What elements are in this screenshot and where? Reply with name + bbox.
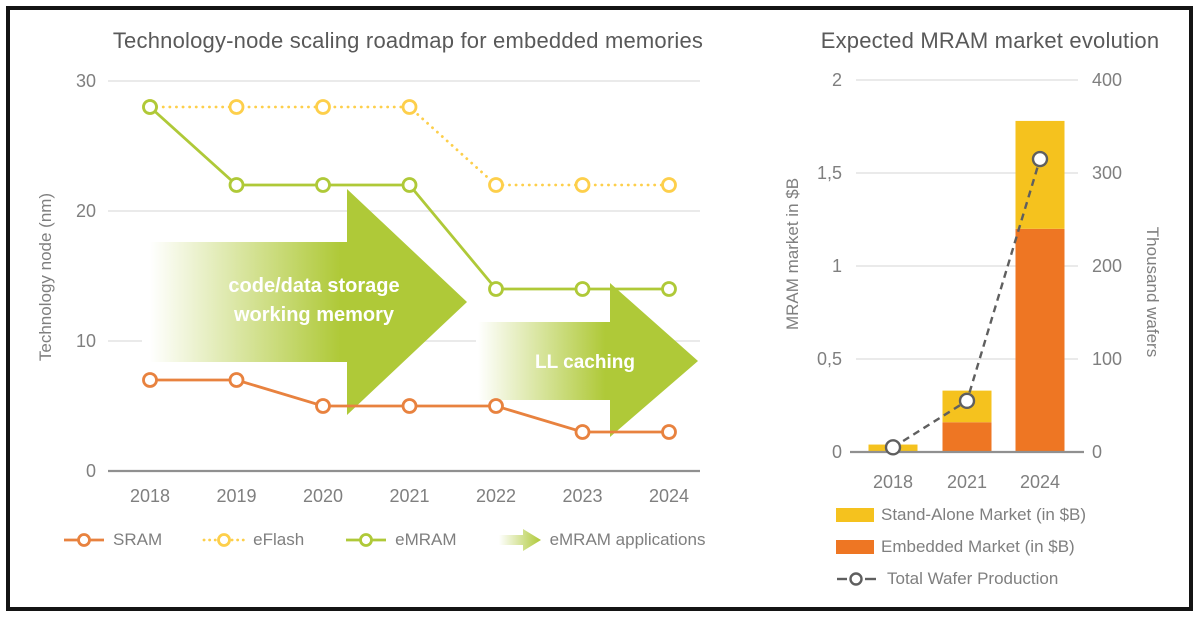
annotation-arrow: code/data storage working memory	[142, 189, 467, 415]
right-chart-legend: Stand-Alone Market (in $B) Embedded Mark…	[836, 505, 1086, 589]
annotation-arrow: LL caching	[476, 283, 698, 437]
left-chart-plot: 30 20 10 0 2018 2019 2020 2021 2022 2023 2024 code/…	[76, 71, 700, 506]
legend-label-total-wafer-production: Total Wafer Production	[887, 569, 1059, 588]
emram-series	[142, 99, 677, 297]
data-point	[228, 372, 245, 388]
data-point	[574, 281, 591, 297]
data-point	[488, 398, 504, 414]
y-tick-label-right: 0	[1092, 442, 1102, 462]
data-point	[488, 281, 504, 297]
y-tick-label-left: 0	[832, 442, 842, 462]
sram-line-marker	[64, 533, 104, 547]
stacked-bar-2024	[1015, 120, 1065, 452]
legend-item-stand-alone-market: Stand-Alone Market (in $B)	[836, 505, 1086, 525]
y-tick-label-left: 1,5	[817, 163, 842, 183]
x-tick-label: 2021	[947, 472, 987, 492]
y-tick-label: 0	[86, 461, 96, 481]
data-point	[574, 424, 591, 440]
legend-item-sram: SRAM	[62, 530, 162, 550]
emram-line-marker	[346, 533, 387, 547]
annotation-text: LL caching	[535, 352, 635, 373]
y-tick-label-right: 200	[1092, 256, 1122, 276]
stand-alone-market-bar	[1015, 120, 1065, 229]
x-tick-label: 2018	[130, 486, 170, 506]
x-tick-label: 2021	[389, 486, 429, 506]
y-tick-label-left: 0,5	[817, 349, 842, 369]
embedded-market-bar	[942, 422, 992, 452]
embedded-market-bar	[1015, 228, 1065, 452]
data-point	[661, 177, 677, 193]
legend-label-emram-applications: eMRAM applications	[549, 530, 706, 549]
y-tick-label-right: 100	[1092, 349, 1122, 369]
legend-item-emram: eMRAM	[344, 530, 457, 550]
total-wafer-production-series	[884, 150, 1049, 456]
x-tick-label: 2020	[303, 486, 343, 506]
x-tick-label: 2022	[476, 486, 516, 506]
data-point	[228, 99, 245, 115]
data-point	[1031, 150, 1049, 168]
y-tick-label: 20	[76, 201, 96, 221]
right-chart-title: Expected MRAM market evolution	[820, 28, 1160, 53]
legend-label-sram: SRAM	[113, 530, 163, 549]
data-point	[401, 99, 418, 115]
right-chart-right-axis-label: Thousand wafers	[1143, 226, 1162, 358]
total-wafer-production-marker	[837, 572, 876, 586]
data-point	[574, 177, 591, 193]
y-tick-label-right: 400	[1092, 70, 1122, 90]
emram-applications-arrow-icon	[498, 529, 541, 551]
data-point	[401, 398, 418, 414]
legend-label-emram: eMRAM	[395, 530, 457, 549]
legend-item-embedded-market: Embedded Market (in $B)	[836, 537, 1086, 557]
sram-series	[142, 372, 677, 440]
annotation-text: code/data storage	[228, 275, 399, 297]
data-point	[884, 439, 902, 456]
eflash-line-marker	[202, 533, 246, 547]
y-tick-label: 10	[76, 331, 96, 351]
legend-label-total-wafer-production-sibling: Embedded Market (in $B)	[881, 537, 1075, 556]
left-chart-legend: SRAM eFlash eMRAM eMRAM applications	[62, 527, 762, 553]
left-chart-title: Technology-node scaling roadmap for embe…	[112, 28, 704, 53]
legend-label-eflash: eFlash	[253, 530, 305, 549]
legend-item-eflash: eFlash	[202, 530, 304, 550]
data-point	[958, 392, 976, 410]
annotation-text: working memory	[233, 304, 395, 326]
right-chart-plot: 2 1,5 1 0,5 0 400 300 200 100 0 2018 2021 2024	[817, 70, 1122, 492]
data-point	[401, 177, 418, 193]
embedded-market-swatch	[836, 540, 874, 554]
left-chart-y-axis-label: Technology node (nm)	[36, 192, 55, 362]
stand-alone-market-swatch	[836, 508, 874, 522]
legend-label-stand-alone-market: Stand-Alone Market (in $B)	[881, 505, 1087, 524]
y-tick-label-left: 1	[832, 256, 842, 276]
right-chart-left-axis-label: MRAM market in $B	[783, 177, 802, 331]
data-point	[228, 177, 245, 193]
data-point	[142, 372, 158, 388]
x-tick-label: 2024	[1020, 472, 1060, 492]
data-point	[661, 424, 677, 440]
legend-item-total-wafer-production: Total Wafer Production	[836, 569, 1086, 589]
data-point	[315, 99, 331, 115]
y-tick-label: 30	[76, 71, 96, 91]
y-tick-label-right: 300	[1092, 163, 1122, 183]
y-tick-label-left: 2	[832, 70, 842, 90]
x-tick-label: 2019	[216, 486, 256, 506]
data-point	[661, 281, 677, 297]
data-point	[315, 398, 331, 414]
eflash-series	[142, 99, 677, 193]
data-point	[142, 99, 158, 115]
data-point	[315, 177, 331, 193]
x-tick-label: 2018	[873, 472, 913, 492]
x-tick-label: 2024	[649, 486, 689, 506]
legend-item-emram-applications: eMRAM applications	[497, 527, 706, 553]
data-point	[488, 177, 504, 193]
x-tick-label: 2023	[562, 486, 602, 506]
